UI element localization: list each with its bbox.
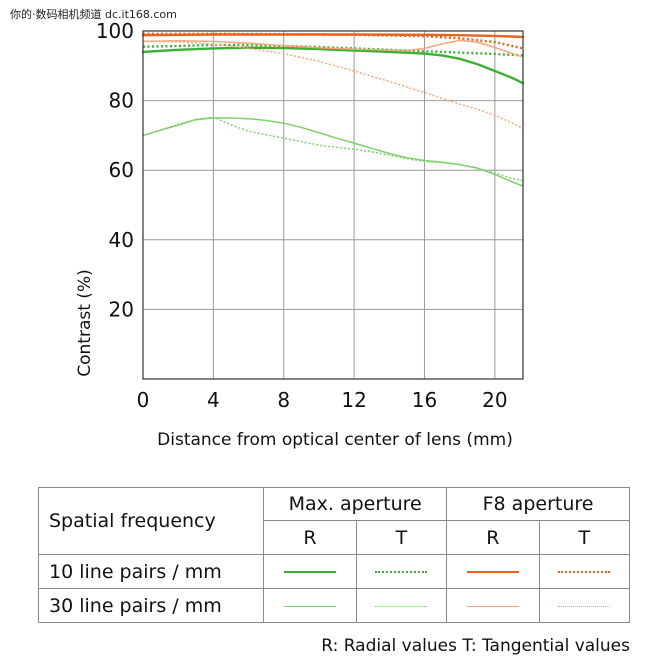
legend-cell [446, 554, 540, 589]
series-line [142, 40, 524, 130]
mtf-chart: 0 4 8 12 16 20 20 40 60 80 100 Distance from optic… [75, 19, 525, 450]
x-tick-label: 12 [341, 388, 366, 412]
series-line [142, 117, 524, 187]
y-tick-label: 40 [109, 228, 134, 252]
x-axis-label: Distance from optical center of lens (mm… [157, 430, 513, 450]
legend-cell [538, 588, 630, 623]
legend-header-spatial-frequency: Spatial frequency [37, 487, 265, 555]
legend-swatch [466, 571, 519, 573]
legend-swatch [375, 571, 428, 573]
grid-layer [143, 31, 523, 379]
legend-col-max-t: T [355, 520, 448, 555]
x-tick-label: 0 [137, 388, 150, 412]
x-tick-label: 4 [207, 388, 220, 412]
legend-col-max-r: R [263, 520, 357, 555]
legend-swatch [558, 571, 611, 573]
x-tick-label: 8 [277, 388, 290, 412]
y-tick-label: 80 [109, 89, 134, 113]
series-line [142, 116, 524, 182]
legend-table: Spatial frequency Max. aperture F8 apert… [37, 487, 630, 623]
tick-labels: 0 4 8 12 16 20 20 40 60 80 100 [96, 19, 508, 412]
legend-cell [355, 588, 448, 623]
legend-swatch [283, 571, 336, 573]
legend-swatch [466, 605, 519, 607]
legend-cell [538, 554, 630, 589]
legend-row-10lp: 10 line pairs / mm [37, 554, 265, 589]
x-tick-label: 16 [412, 388, 437, 412]
watermark-text: 你的·数码相机频道 dc.it168.com [10, 8, 177, 21]
legend-row-30lp: 30 line pairs / mm [37, 588, 265, 623]
legend-cell [355, 554, 448, 589]
x-tick-label: 20 [482, 388, 507, 412]
y-axis-label: Contrast (%) [75, 269, 95, 376]
legend-col-f8-t: T [538, 520, 630, 555]
series-line [142, 39, 524, 58]
plot-frame [142, 30, 524, 380]
legend-swatch [283, 605, 336, 607]
series-line [141, 46, 525, 85]
series-layer [141, 32, 525, 187]
legend-swatch [558, 605, 611, 607]
legend-group-f8-aperture: F8 aperture [446, 487, 630, 521]
y-tick-label: 20 [109, 297, 134, 321]
series-line [143, 32, 524, 50]
legend-col-f8-r: R [446, 520, 540, 555]
legend-cell [263, 554, 357, 589]
legend-swatch [375, 605, 428, 607]
legend-cell [446, 588, 540, 623]
legend-cell [263, 588, 357, 623]
legend-group-max-aperture: Max. aperture [263, 487, 448, 521]
y-tick-label: 100 [96, 19, 134, 43]
footnote: R: Radial values T: Tangential values [321, 636, 630, 656]
y-tick-label: 60 [109, 158, 134, 182]
